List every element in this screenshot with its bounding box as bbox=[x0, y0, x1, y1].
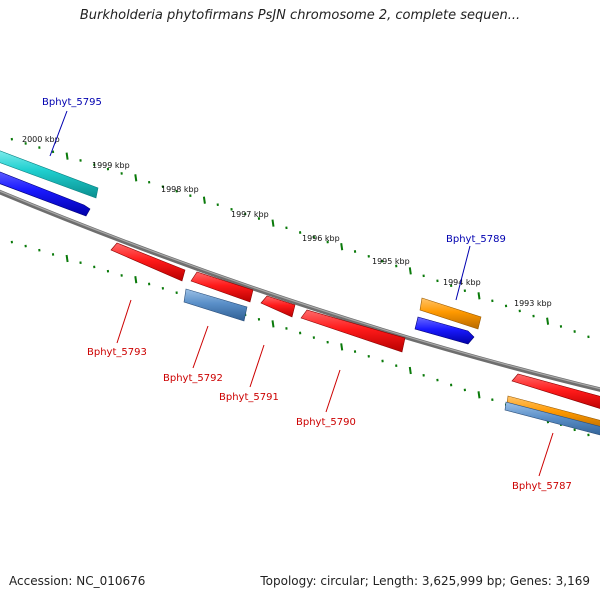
gene-label-bphyt-5787[interactable]: Bphyt_5787 bbox=[512, 481, 572, 492]
outer-ruler-major-tick bbox=[408, 267, 412, 275]
gene-bphyt-5795[interactable] bbox=[0, 147, 99, 199]
gene-label-bphyt-5790[interactable]: Bphyt_5790 bbox=[296, 417, 356, 428]
outer-ruler-major-tick bbox=[134, 174, 138, 182]
outer-ruler-major-tick bbox=[340, 243, 344, 251]
ruler-label-1996: 1996 kbp bbox=[302, 234, 340, 243]
inner-ruler-major-tick bbox=[340, 343, 344, 351]
inner-ruler-major-tick bbox=[408, 366, 412, 375]
gene-label-bphyt-5791[interactable]: Bphyt_5791 bbox=[219, 392, 279, 403]
gene-label-bphyt-5792[interactable]: Bphyt_5792 bbox=[163, 373, 223, 384]
ruler-label-2000: 2000 kbp bbox=[22, 135, 60, 144]
genome-summary-text: Topology: circular; Length: 3,625,999 bp… bbox=[260, 574, 590, 588]
leader-bphyt-5787 bbox=[538, 432, 554, 477]
leader-bphyt-5789 bbox=[455, 245, 471, 301]
inner-ruler-major-tick bbox=[134, 276, 138, 284]
leader-bphyt-5790 bbox=[325, 369, 341, 413]
forward-strand-genes bbox=[0, 147, 482, 345]
gene-labels: Bphyt_5795 Bphyt_5789 Bphyt_5793 Bphyt_5… bbox=[42, 97, 572, 492]
ruler-label-1997: 1997 kbp bbox=[231, 210, 269, 219]
gene-forward-orange[interactable] bbox=[419, 297, 482, 330]
outer-ruler-major-tick bbox=[546, 317, 550, 325]
gene-label-bphyt-5795[interactable]: Bphyt_5795 bbox=[42, 97, 102, 108]
outer-ruler-major-tick bbox=[271, 219, 275, 227]
map-title: Burkholderia phytofirmans PsJN chromosom… bbox=[79, 8, 521, 23]
outer-ruler-ticks bbox=[10, 137, 590, 339]
outer-ruler-major-tick bbox=[65, 152, 69, 160]
ruler-label-1999: 1999 kbp bbox=[92, 161, 130, 170]
inner-ruler-major-tick bbox=[271, 320, 275, 328]
outer-ruler-major-tick bbox=[477, 292, 481, 300]
ruler-label-1994: 1994 kbp bbox=[443, 278, 481, 287]
ruler-labels: 2000 kbp 1999 kbp 1998 kbp 1997 kbp 1996… bbox=[22, 135, 552, 308]
ruler-label-1993: 1993 kbp bbox=[514, 299, 552, 308]
chromosome-backbone bbox=[0, 189, 600, 392]
accession-text: Accession: NC_010676 bbox=[9, 574, 146, 588]
reverse-strand-genes bbox=[110, 242, 600, 437]
leader-bphyt-5793 bbox=[116, 299, 132, 344]
gene-bphyt-5787-red[interactable] bbox=[511, 373, 600, 411]
gene-label-bphyt-5789[interactable]: Bphyt_5789 bbox=[446, 234, 506, 245]
outer-ruler-major-tick bbox=[202, 196, 206, 204]
leader-bphyt-5792 bbox=[192, 325, 209, 369]
ruler-label-1995: 1995 kbp bbox=[372, 257, 410, 266]
gene-label-bphyt-5793[interactable]: Bphyt_5793 bbox=[87, 347, 147, 358]
gene-bphyt-5787-steel[interactable] bbox=[504, 401, 600, 437]
gene-forward-blue[interactable] bbox=[414, 316, 475, 345]
gene-bphyt-5793[interactable] bbox=[110, 242, 186, 282]
gene-bphyt-5791[interactable] bbox=[260, 295, 296, 318]
gene-forward-blue-left[interactable] bbox=[0, 168, 91, 217]
leader-bphyt-5791 bbox=[249, 344, 265, 388]
gene-reverse-red-a[interactable] bbox=[190, 271, 254, 303]
chromosome-backbone-highlight bbox=[0, 190, 600, 390]
gene-bphyt-5792[interactable] bbox=[183, 288, 248, 322]
leader-bphyt-5795 bbox=[49, 110, 68, 157]
gene-bphyt-5790[interactable] bbox=[300, 309, 406, 353]
label-leader-lines bbox=[49, 110, 554, 477]
ruler-label-1998: 1998 kbp bbox=[161, 185, 199, 194]
inner-ruler-major-tick bbox=[65, 254, 69, 263]
inner-ruler-major-tick bbox=[477, 391, 481, 399]
